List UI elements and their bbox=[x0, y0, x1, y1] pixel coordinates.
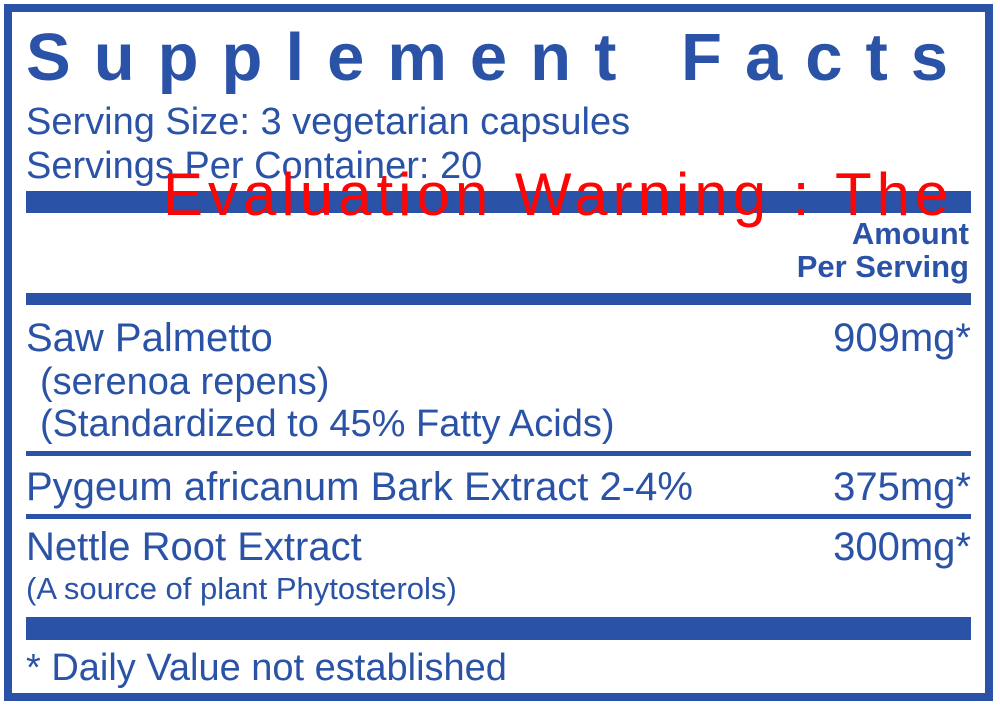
panel-title: Supplement Facts bbox=[26, 20, 972, 95]
ingredient-row-nettle: Nettle Root Extract 300mg* bbox=[26, 524, 971, 570]
servings-per-container-line: Servings Per Container: 20 bbox=[26, 145, 483, 187]
ingredient-row-saw-palmetto: Saw Palmetto 909mg* bbox=[26, 315, 971, 361]
ingredient-amount: 375mg* bbox=[833, 465, 971, 509]
daily-value-footnote: * Daily Value not established bbox=[26, 647, 507, 689]
amount-header-line1: Amount bbox=[851, 216, 969, 251]
ingredient-name: Nettle Root Extract bbox=[26, 525, 362, 569]
ingredient-subline-latin: (serenoa repens) bbox=[40, 361, 330, 403]
serving-size-line: Serving Size: 3 vegetarian capsules bbox=[26, 101, 631, 143]
ingredient-amount: 300mg* bbox=[833, 525, 971, 569]
ingredient-amount: 909mg* bbox=[833, 316, 971, 360]
divider-bar-thick-bottom bbox=[26, 617, 971, 640]
amount-header-line2: Per Serving bbox=[796, 249, 969, 284]
divider-bar-medium bbox=[26, 293, 971, 305]
divider-rule-2 bbox=[26, 514, 971, 519]
supplement-facts-panel: Supplement Facts Serving Size: 3 vegetar… bbox=[4, 4, 993, 701]
ingredient-row-pygeum: Pygeum africanum Bark Extract 2-4% 375mg… bbox=[26, 464, 971, 510]
divider-rule-1 bbox=[26, 451, 971, 456]
ingredient-name: Saw Palmetto bbox=[26, 316, 273, 360]
ingredient-name: Pygeum africanum Bark Extract 2-4% bbox=[26, 465, 693, 509]
ingredient-subline-phytosterols: (A source of plant Phytosterols) bbox=[26, 571, 457, 606]
divider-bar-thick-top bbox=[26, 191, 971, 213]
amount-per-serving-header: Amount Per Serving bbox=[26, 217, 971, 283]
ingredient-subline-standardized: (Standardized to 45% Fatty Acids) bbox=[40, 403, 615, 445]
